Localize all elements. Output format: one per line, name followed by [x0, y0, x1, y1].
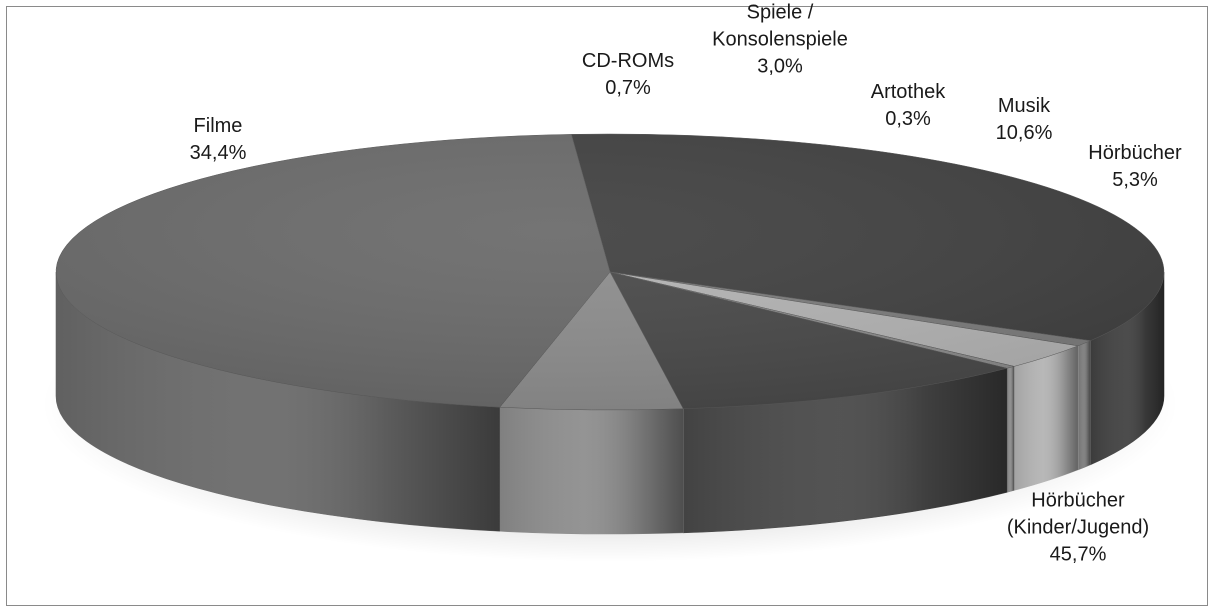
slice-value-label-3: 0,3% [885, 108, 931, 130]
slice-value-label-4: 10,6% [996, 122, 1053, 144]
pie-side-shade-2 [1014, 345, 1078, 491]
slice-name-label-1: CD-ROMs [582, 50, 674, 72]
slice-name-label-2: Spiele / [747, 1, 814, 23]
slice-value-label-5: 5,3% [1112, 169, 1158, 191]
slice-value-label-2: 3,0% [757, 55, 803, 77]
pie-side-shade-1 [1077, 340, 1091, 470]
pie-side-shade-5 [499, 407, 684, 534]
slice-value-label-1: 0,7% [605, 77, 651, 99]
slice-name-label-5: Hörbücher [1088, 142, 1182, 164]
pie-side-shade-3 [1006, 366, 1015, 493]
slice-value-label-6: 45,7% [1050, 543, 1107, 565]
slice-name-label-2: Konsolenspiele [712, 28, 848, 50]
pie-top-shade [56, 134, 1164, 410]
slice-name-label-3: Artothek [871, 81, 946, 103]
pie-side-shade-4 [683, 368, 1007, 533]
slice-name-label-4: Musik [998, 95, 1051, 117]
slice-name-label-6: Hörbücher [1031, 489, 1125, 511]
pie-side-shade-0 [1090, 272, 1164, 465]
slice-value-label-0: 34,4% [190, 142, 247, 164]
slice-name-label-6: (Kinder/Jugend) [1007, 516, 1149, 538]
pie-side-shade-6 [56, 272, 500, 532]
slice-name-label-0: Filme [194, 115, 243, 137]
